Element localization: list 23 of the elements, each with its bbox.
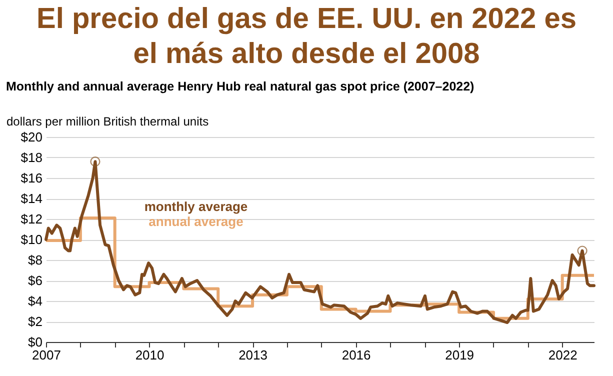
y-tick-label: $10: [20, 232, 42, 247]
x-tick-label: 2013: [238, 348, 268, 362]
y-tick-label: $18: [20, 150, 42, 165]
x-tick-label: 2010: [135, 348, 164, 362]
text: annual average: [148, 214, 244, 229]
y-tick-label: $0: [28, 334, 42, 350]
y-axis-title: dollars per million British thermal units: [6, 114, 209, 128]
y-tick-label: $6: [28, 273, 42, 288]
y-tick-label: $8: [28, 252, 42, 268]
y-tick-label: $4: [28, 294, 42, 308]
chart-title: El precio del gas de EE. UU. en 2022 es el más alto desde el 2008: [36, 2, 578, 72]
y-tick-label: $14: [20, 191, 42, 206]
line-series: [44, 160, 596, 324]
x-tick-label: 2007: [32, 348, 61, 362]
x-tick-label: 2016: [342, 348, 371, 362]
y-tick-label: $2: [28, 314, 42, 329]
y-tick-label: $20: [20, 130, 42, 144]
chart-subtitle: Monthly and annual average Henry Hub real natural gas spot price (2007–2022): [6, 80, 474, 94]
x-tick-label: 2019: [445, 348, 474, 362]
y-tick-label: $12: [20, 212, 42, 226]
text: monthly average: [144, 199, 248, 214]
x-tick-label: 2022: [548, 348, 578, 362]
y-tick-label: $16: [20, 170, 42, 186]
